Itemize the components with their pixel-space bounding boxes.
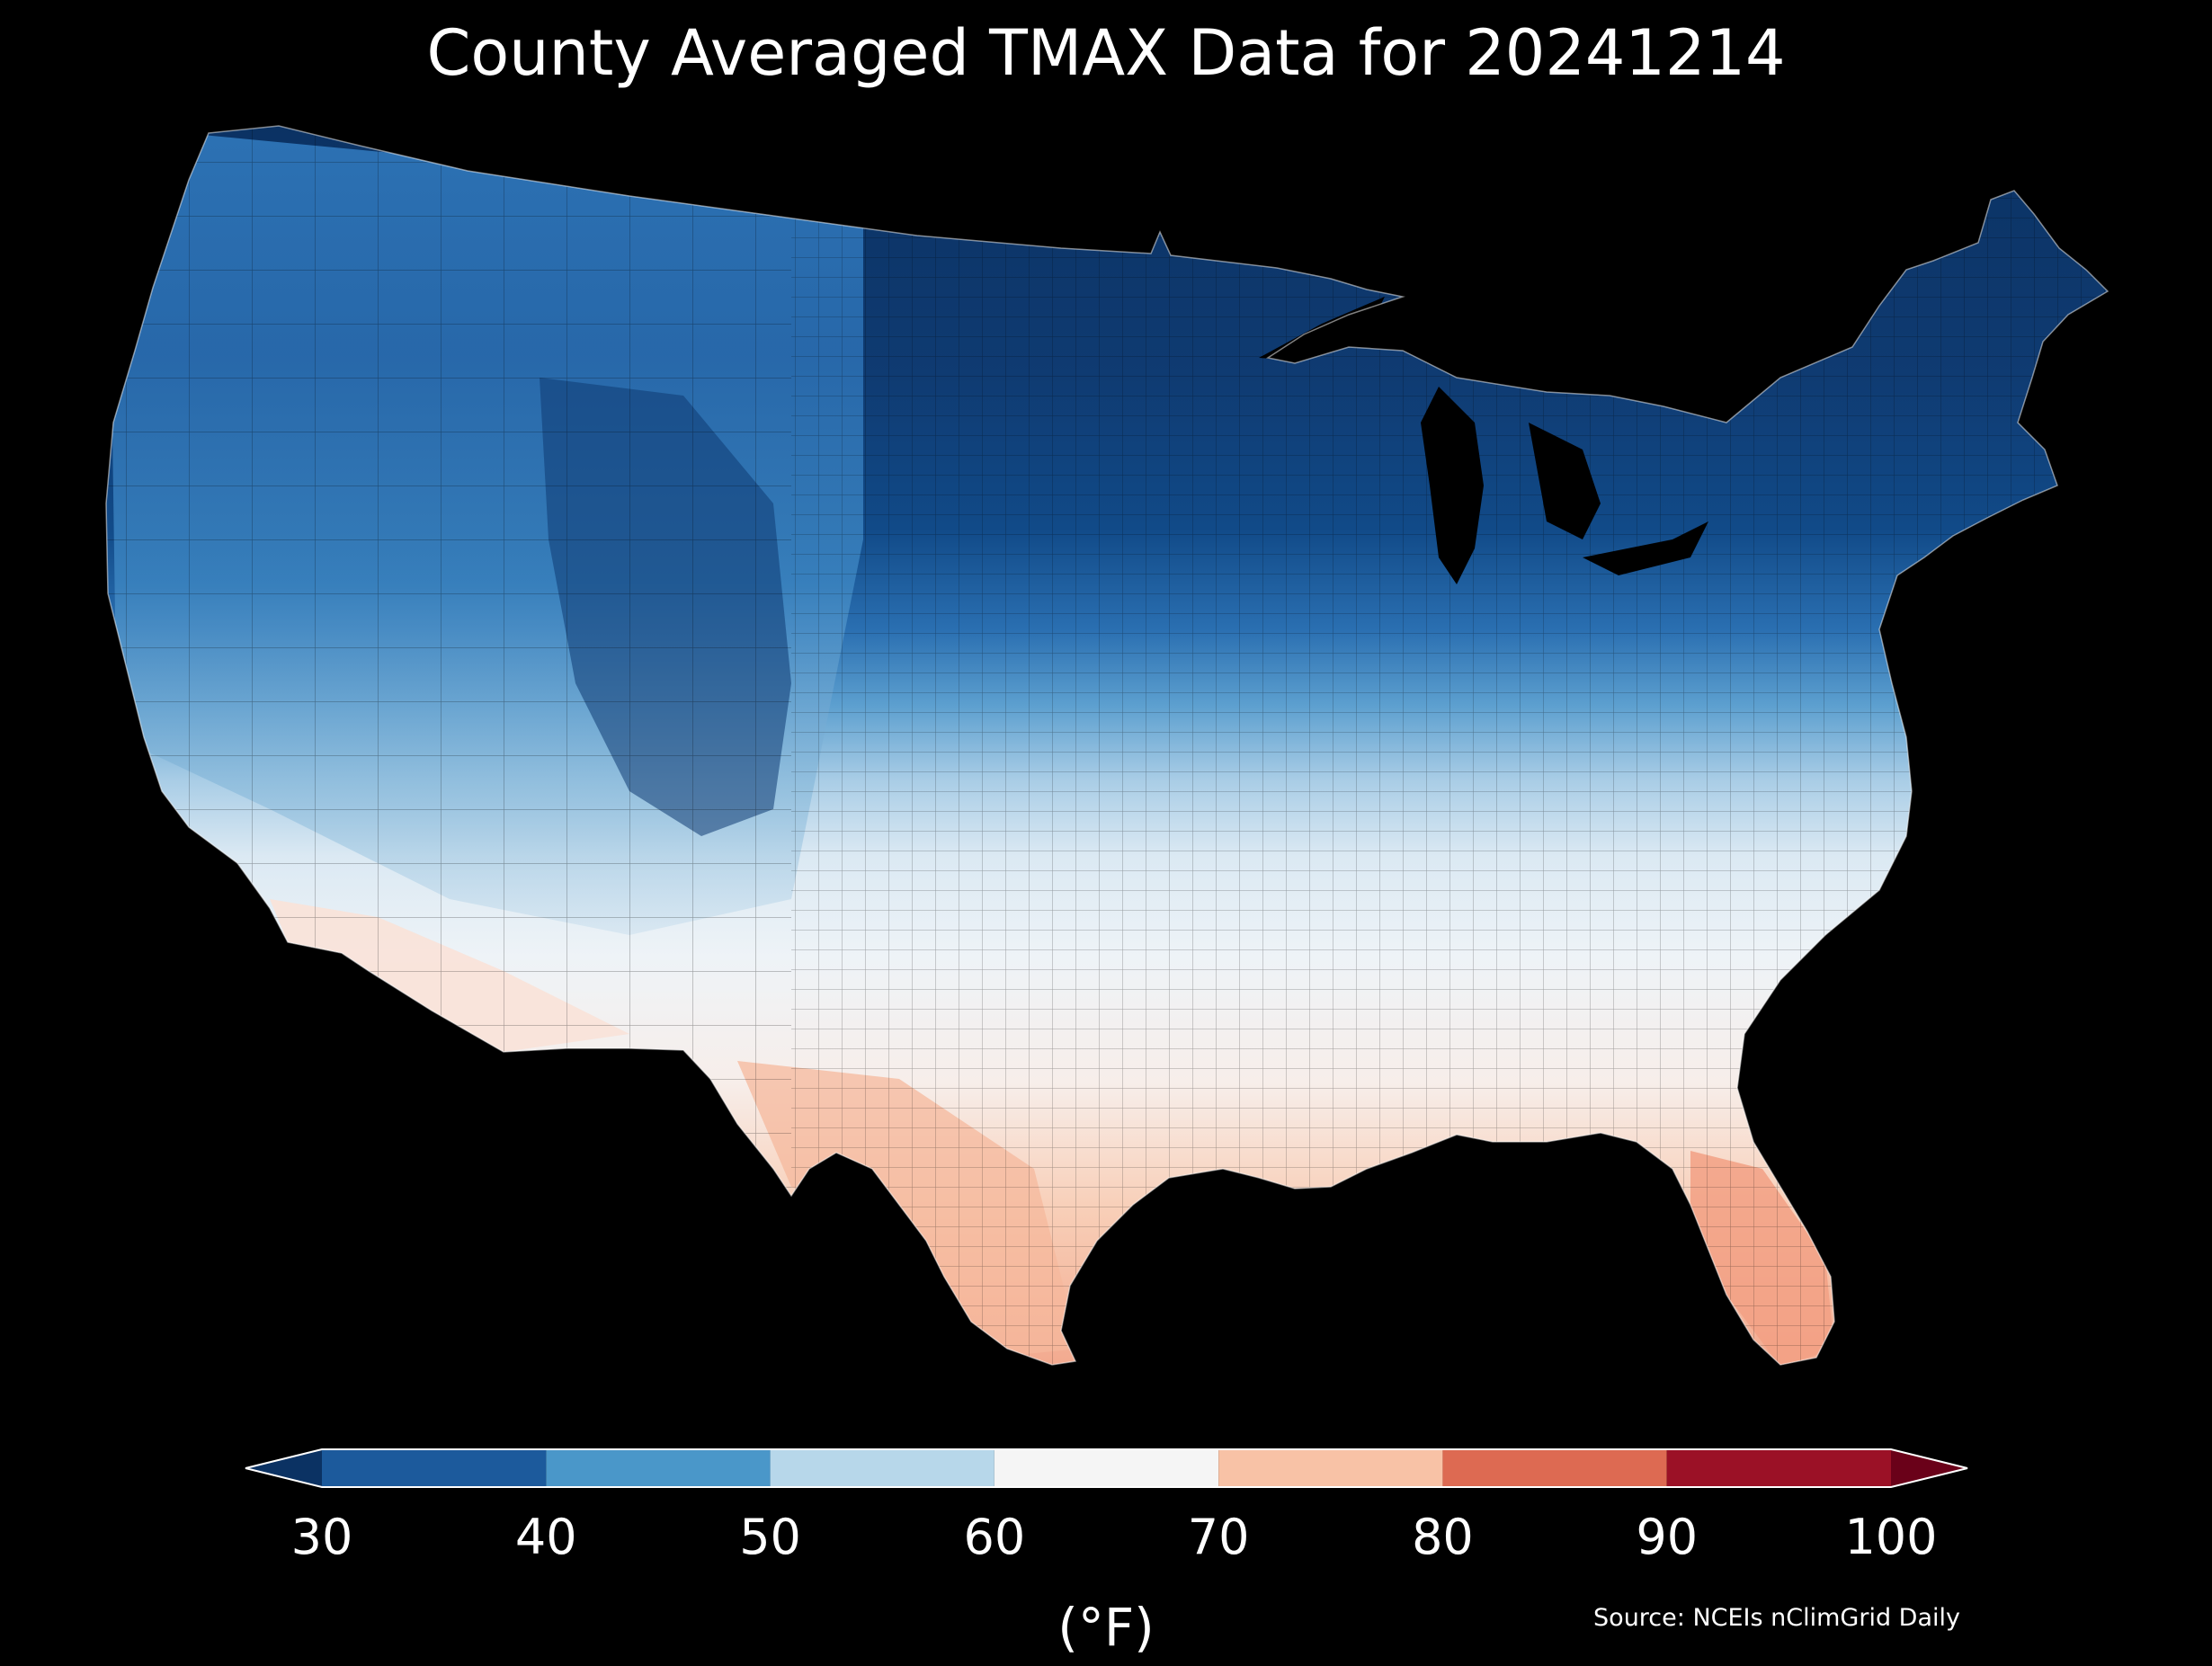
- colorbar: [245, 1448, 1968, 1488]
- colorbar-bin-40-50: [546, 1449, 771, 1487]
- source-note: Source: NCEIs nClimGrid Daily: [1593, 1604, 1960, 1632]
- colorbar-tick-70: 70: [1187, 1509, 1250, 1565]
- county-fill-layer: [106, 126, 2108, 1365]
- colorbar-tick-80: 80: [1412, 1509, 1474, 1565]
- colorbar-over-arrow: [1891, 1449, 1967, 1487]
- colorbar-bin-70-80: [1218, 1449, 1443, 1487]
- colorbar-under-arrow: [245, 1449, 322, 1487]
- colorbar-label: (°F): [1057, 1597, 1155, 1658]
- colorbar-bin-50-60: [770, 1449, 995, 1487]
- colorbar-bin-90-100: [1666, 1449, 1891, 1487]
- colorbar-tick-40: 40: [514, 1509, 577, 1565]
- colorbar-bin-30-40: [322, 1449, 547, 1487]
- colorbar-bin-80-90: [1442, 1449, 1667, 1487]
- colorbar-tick-60: 60: [963, 1509, 1026, 1565]
- colorbar-bin-60-70: [994, 1449, 1219, 1487]
- colorbar-tick-100: 100: [1844, 1509, 1938, 1565]
- colorbar-tick-30: 30: [290, 1509, 353, 1565]
- great-lakes: [1259, 297, 1708, 584]
- colorbar-outline: [245, 1448, 1968, 1488]
- map-title: County Averaged TMAX Data for 20241214: [426, 16, 1786, 90]
- colorbar-tick-50: 50: [739, 1509, 801, 1565]
- colorbar-tick-90: 90: [1636, 1509, 1699, 1565]
